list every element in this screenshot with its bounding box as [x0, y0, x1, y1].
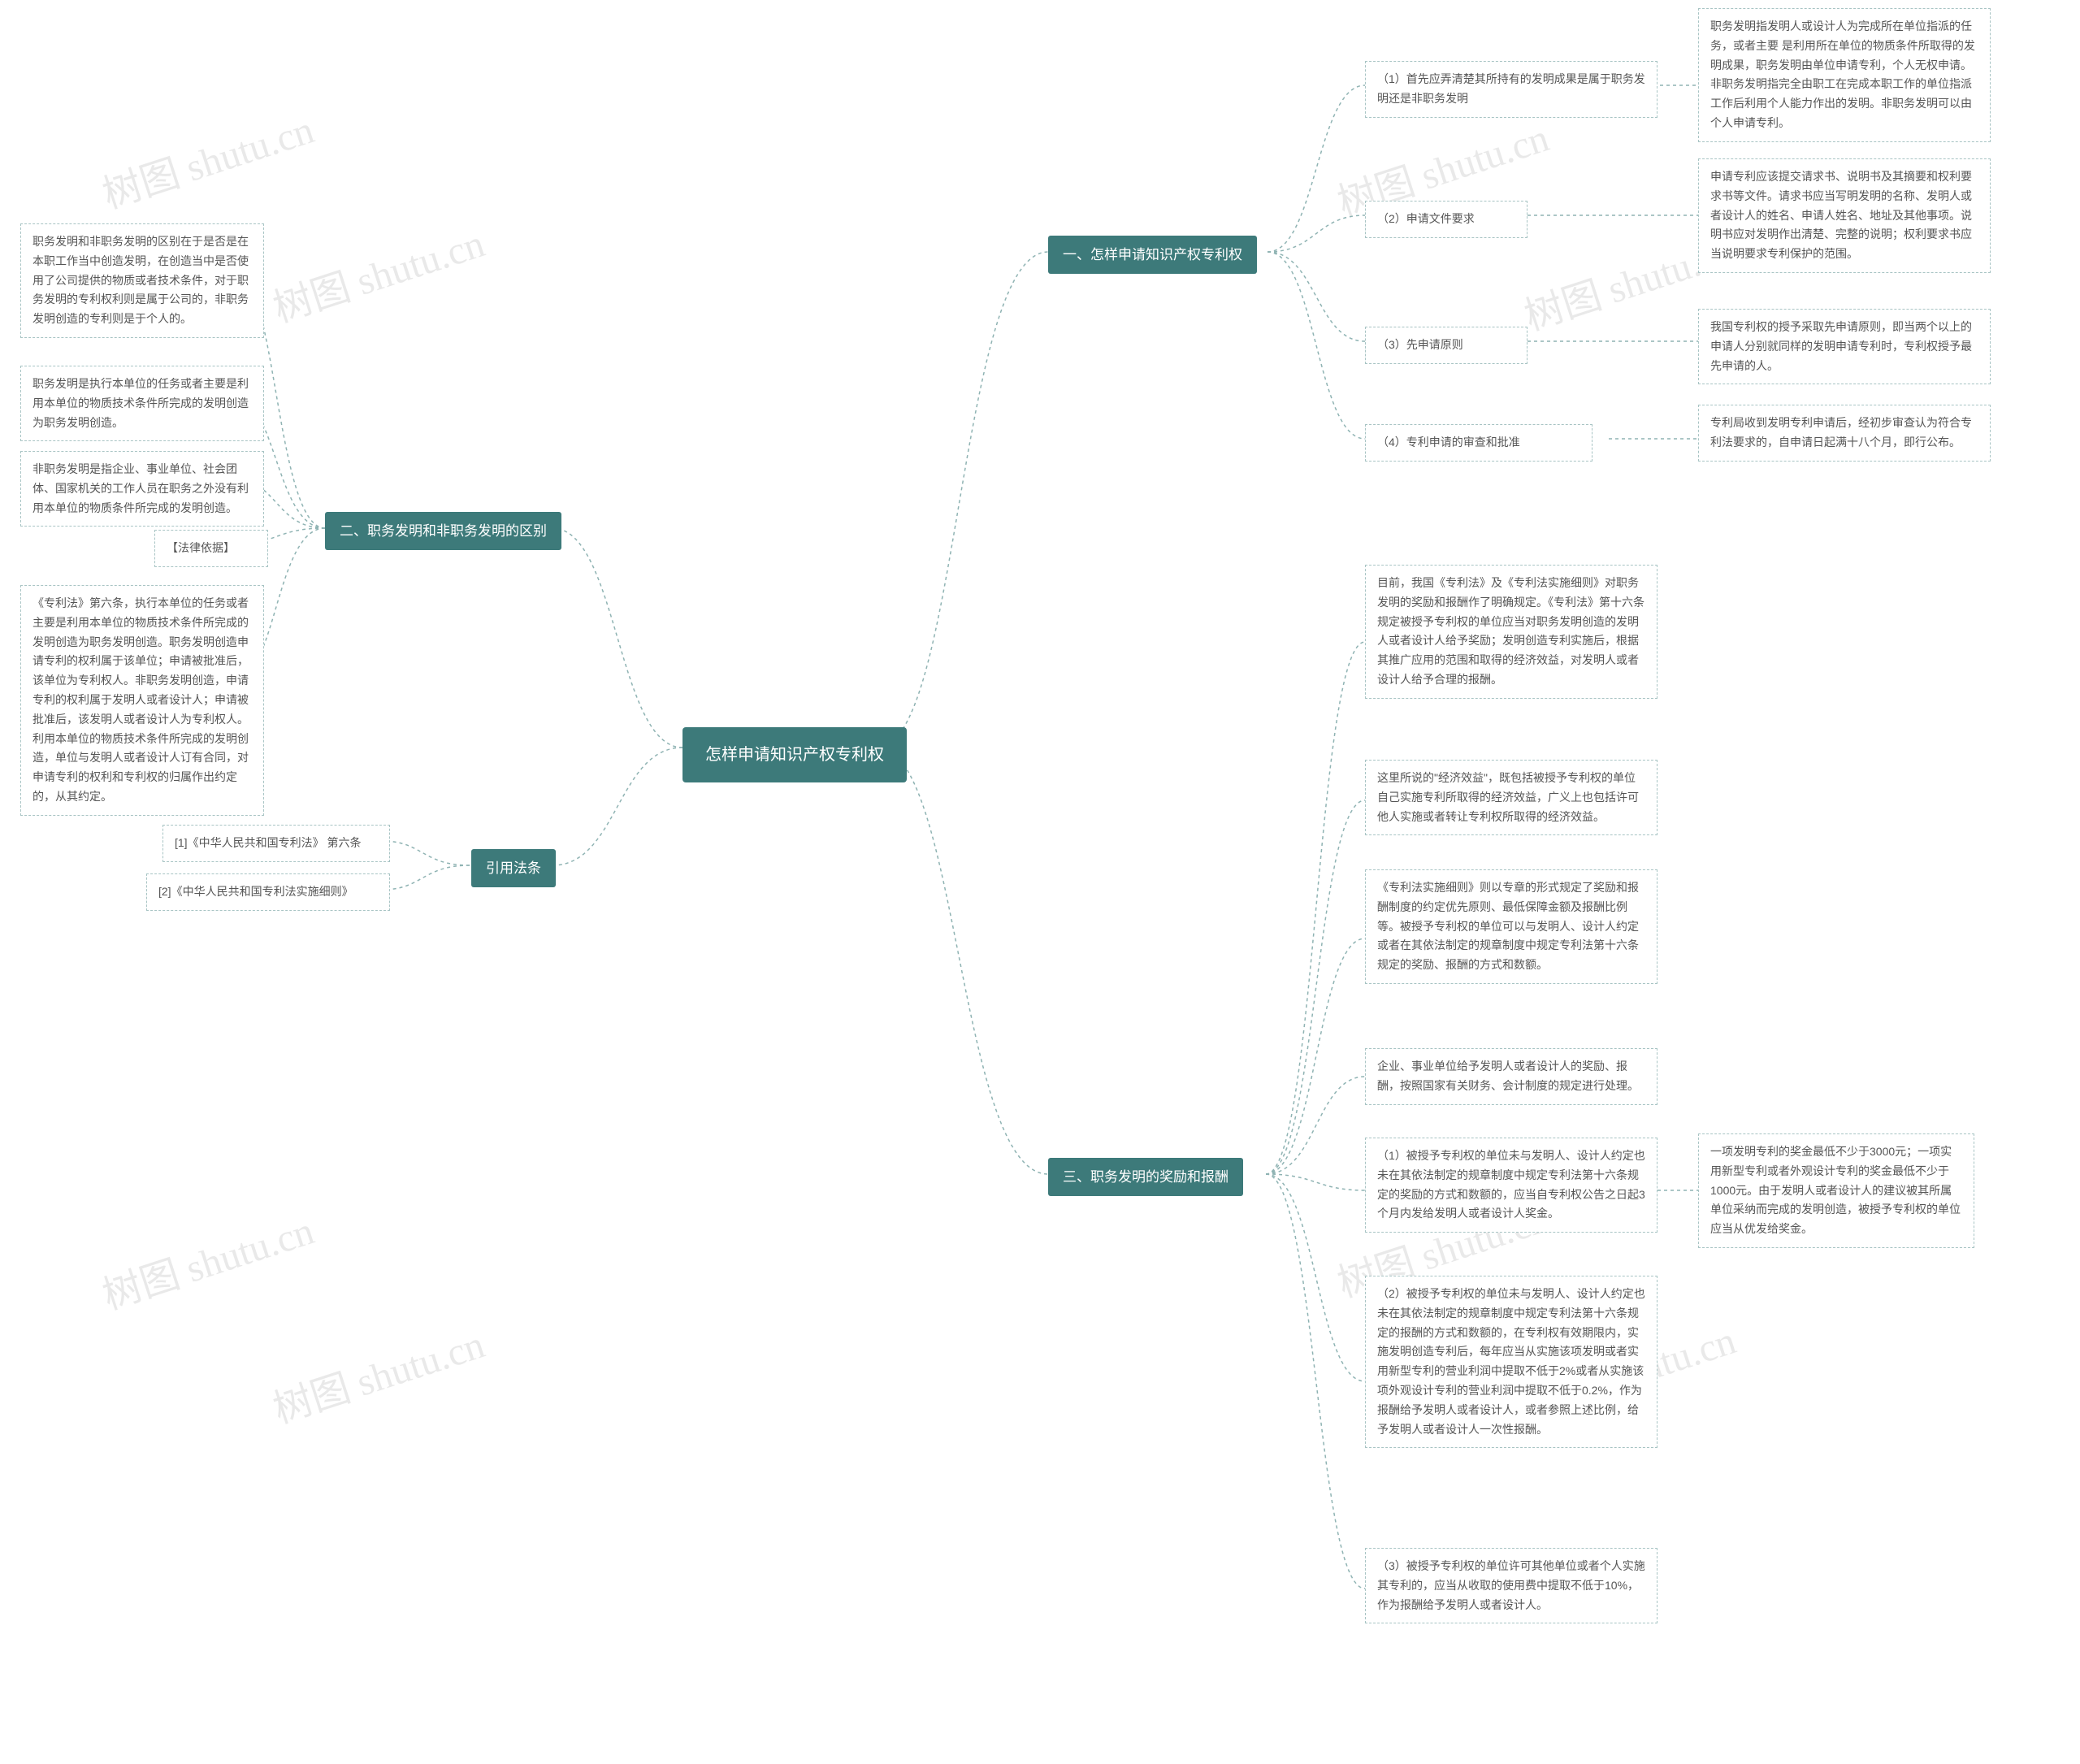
- leaf-b3c5-detail: 一项发明专利的奖金最低不少于3000元；一项实用新型专利或者外观设计专利的奖金最…: [1698, 1133, 1974, 1248]
- leaf-b3c6: （2）被授予专利权的单位未与发明人、设计人约定也未在其依法制定的规章制度中规定专…: [1365, 1276, 1658, 1448]
- root-node: 怎样申请知识产权专利权: [682, 727, 907, 782]
- leaf-b1c1-label: （1）首先应弄清楚其所持有的发明成果是属于职务发明还是非职务发明: [1365, 61, 1658, 118]
- branch-difference: 二、职务发明和非职务发明的区别: [325, 512, 561, 550]
- watermark: 树图 shutu.cn: [94, 98, 320, 219]
- leaf-b2c4: 【法律依据】: [154, 530, 268, 567]
- leaf-b3c3: 《专利法实施细则》则以专章的形式规定了奖励和报酬制度的约定优先原则、最低保障金额…: [1365, 869, 1658, 984]
- watermark: 树图 shutu.cn: [94, 1198, 320, 1320]
- leaf-b2c2: 职务发明是执行本单位的任务或者主要是利用本单位的物质技术条件所完成的发明创造为职…: [20, 366, 264, 441]
- branch-reward: 三、职务发明的奖励和报酬: [1048, 1158, 1243, 1196]
- watermark: 树图 shutu.cn: [265, 1312, 491, 1434]
- leaf-b1c3-detail: 我国专利权的授予采取先申请原则，即当两个以上的申请人分别就同样的发明申请专利时，…: [1698, 309, 1991, 384]
- leaf-b1c1-detail: 职务发明指发明人或设计人为完成所在单位指派的任务，或者主要 是利用所在单位的物质…: [1698, 8, 1991, 142]
- leaf-b4c1: [1]《中华人民共和国专利法》 第六条: [162, 825, 390, 862]
- leaf-b2c5: 《专利法》第六条，执行本单位的任务或者主要是利用本单位的物质技术条件所完成的发明…: [20, 585, 264, 816]
- branch-apply-patent: 一、怎样申请知识产权专利权: [1048, 236, 1257, 274]
- leaf-b3c1: 目前，我国《专利法》及《专利法实施细则》对职务发明的奖励和报酬作了明确规定。《专…: [1365, 565, 1658, 699]
- leaf-b4c2: [2]《中华人民共和国专利法实施细则》: [146, 873, 390, 911]
- leaf-b3c2: 这里所说的"经济效益"，既包括被授予专利权的单位自己实施专利所取得的经济效益，广…: [1365, 760, 1658, 835]
- leaf-b1c4-label: （4）专利申请的审查和批准: [1365, 424, 1592, 462]
- leaf-b3c5-label: （1）被授予专利权的单位未与发明人、设计人约定也未在其依法制定的规章制度中规定专…: [1365, 1138, 1658, 1233]
- leaf-b1c2-detail: 申请专利应该提交请求书、说明书及其摘要和权利要求书等文件。请求书应当写明发明的名…: [1698, 158, 1991, 273]
- leaf-b1c3-label: （3）先申请原则: [1365, 327, 1528, 364]
- leaf-b1c2-label: （2）申请文件要求: [1365, 201, 1528, 238]
- leaf-b2c3: 非职务发明是指企业、事业单位、社会团体、国家机关的工作人员在职务之外没有利用本单…: [20, 451, 264, 527]
- leaf-b2c1: 职务发明和非职务发明的区别在于是否是在本职工作当中创造发明，在创造当中是否使用了…: [20, 223, 264, 338]
- leaf-b3c4: 企业、事业单位给予发明人或者设计人的奖励、报酬，按照国家有关财务、会计制度的规定…: [1365, 1048, 1658, 1105]
- leaf-b1c4-detail: 专利局收到发明专利申请后，经初步审查认为符合专利法要求的，自申请日起满十八个月，…: [1698, 405, 1991, 462]
- leaf-b3c7: （3）被授予专利权的单位许可其他单位或者个人实施其专利的，应当从收取的使用费中提…: [1365, 1548, 1658, 1623]
- branch-citation: 引用法条: [471, 849, 556, 887]
- watermark: 树图 shutu.cn: [265, 211, 491, 333]
